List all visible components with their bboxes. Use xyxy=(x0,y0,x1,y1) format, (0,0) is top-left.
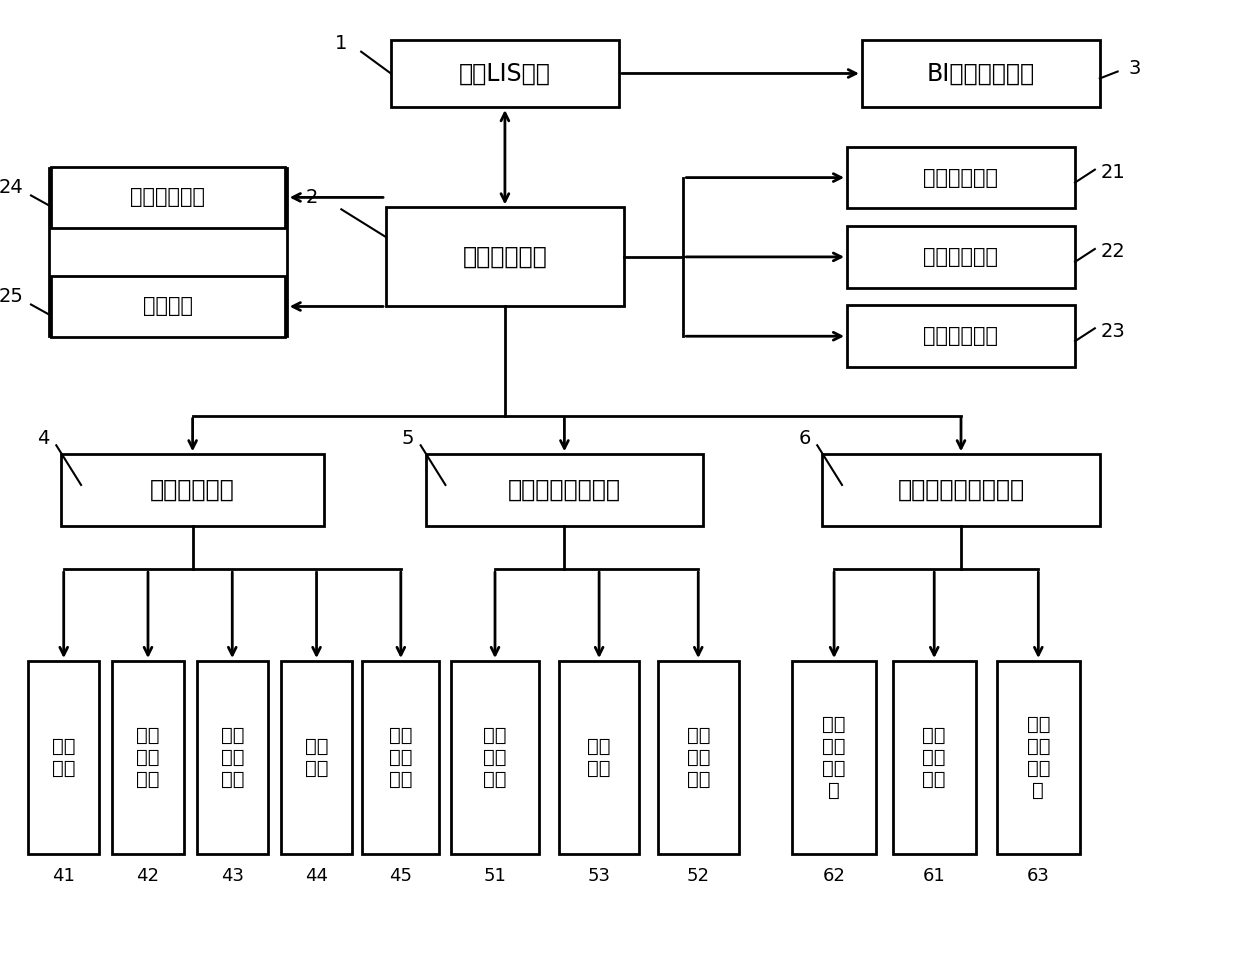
Text: 42: 42 xyxy=(136,867,160,885)
Text: 62: 62 xyxy=(822,867,846,885)
Bar xyxy=(61,455,324,525)
Text: 52: 52 xyxy=(687,867,709,885)
Bar xyxy=(51,167,285,228)
Bar xyxy=(48,167,286,336)
Text: 排队
看版
模块: 排队 看版 模块 xyxy=(136,726,160,790)
Bar xyxy=(559,661,639,855)
Bar xyxy=(280,661,352,855)
Text: 63: 63 xyxy=(1027,867,1050,885)
Text: 1: 1 xyxy=(335,34,347,54)
Text: 2: 2 xyxy=(305,188,317,207)
Text: 23: 23 xyxy=(1100,322,1125,341)
Text: 25: 25 xyxy=(0,287,24,306)
Bar xyxy=(451,661,538,855)
Text: 桌面
采血
系统: 桌面 采血 系统 xyxy=(484,726,507,790)
Text: 统计
系统: 统计 系统 xyxy=(588,737,611,778)
Text: 24: 24 xyxy=(0,178,24,197)
Text: 窗口
显示
模块: 窗口 显示 模块 xyxy=(221,726,244,790)
Text: 44: 44 xyxy=(305,867,329,885)
Bar xyxy=(113,661,184,855)
Text: 取号排队系统: 取号排队系统 xyxy=(150,478,236,501)
Text: 21: 21 xyxy=(1100,163,1125,182)
Bar xyxy=(391,40,619,107)
Text: 3: 3 xyxy=(1128,59,1141,78)
Text: 信息分配模块: 信息分配模块 xyxy=(924,247,998,267)
Text: 信息反馈模块: 信息反馈模块 xyxy=(924,326,998,346)
Text: 采血
管传
送装
置: 采血 管传 送装 置 xyxy=(1027,715,1050,800)
Text: 贴标
分管
系统: 贴标 分管 系统 xyxy=(687,726,711,790)
Text: 采血管分拣传送系统: 采血管分拣传送系统 xyxy=(898,478,1024,501)
Bar xyxy=(893,661,976,855)
Bar xyxy=(847,146,1075,209)
Bar xyxy=(847,305,1075,367)
Text: 53: 53 xyxy=(588,867,610,885)
Bar xyxy=(862,40,1100,107)
Text: 信息存储模块: 信息存储模块 xyxy=(130,188,206,208)
Text: 采血
管分
拣机: 采血 管分 拣机 xyxy=(923,726,946,790)
Bar xyxy=(29,661,99,855)
Bar xyxy=(822,455,1100,525)
Text: 中央调度系统: 中央调度系统 xyxy=(463,245,547,269)
Text: 信息采集模块: 信息采集模块 xyxy=(924,167,998,188)
Bar xyxy=(51,276,285,337)
Text: 22: 22 xyxy=(1100,242,1125,261)
Text: 4: 4 xyxy=(37,429,50,448)
Bar xyxy=(386,208,624,306)
Text: 取号
模块: 取号 模块 xyxy=(52,737,76,778)
Text: 5: 5 xyxy=(402,429,414,448)
Text: BI数据分析系统: BI数据分析系统 xyxy=(926,61,1035,85)
Bar xyxy=(425,455,703,525)
Text: 医院LIS系统: 医院LIS系统 xyxy=(459,61,551,85)
Text: 51: 51 xyxy=(484,867,506,885)
Text: 41: 41 xyxy=(52,867,76,885)
Text: 队列
调度
模块: 队列 调度 模块 xyxy=(389,726,413,790)
Text: 6: 6 xyxy=(799,429,811,448)
Text: 43: 43 xyxy=(221,867,244,885)
Text: 语音
模块: 语音 模块 xyxy=(305,737,329,778)
Bar xyxy=(197,661,268,855)
Text: 采血
管输
送装
置: 采血 管输 送装 置 xyxy=(822,715,846,800)
Bar xyxy=(792,661,875,855)
Bar xyxy=(362,661,439,855)
Text: 贴标分管采血系统: 贴标分管采血系统 xyxy=(508,478,621,501)
Text: 45: 45 xyxy=(389,867,413,885)
Bar xyxy=(657,661,739,855)
Text: 控制模块: 控制模块 xyxy=(143,297,193,317)
Bar xyxy=(847,226,1075,288)
Text: 61: 61 xyxy=(923,867,946,885)
Bar xyxy=(997,661,1080,855)
